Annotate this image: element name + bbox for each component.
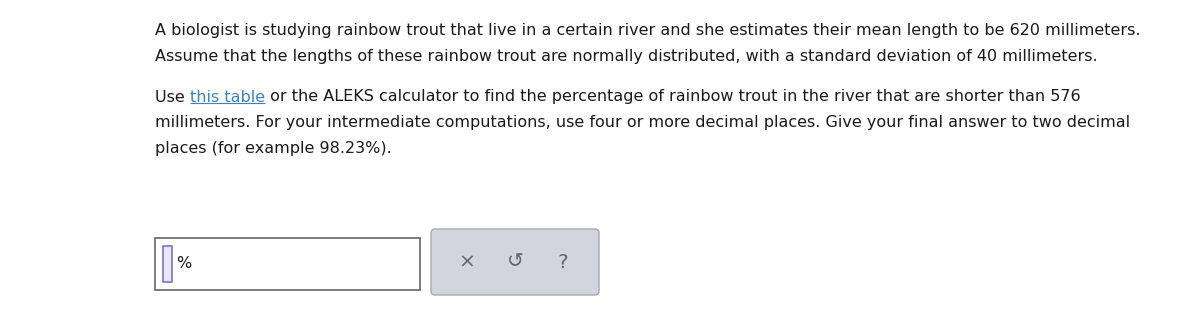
Text: this table: this table	[190, 89, 265, 105]
Text: ×: ×	[458, 252, 475, 271]
FancyBboxPatch shape	[431, 229, 599, 295]
Bar	[155, 238, 420, 290]
Text: %: %	[176, 257, 191, 271]
Text: millimeters. For your intermediate computations, use four or more decimal places: millimeters. For your intermediate compu…	[155, 116, 1130, 131]
Text: or the ALEKS calculator to find the percentage of rainbow trout in the river tha: or the ALEKS calculator to find the perc…	[265, 89, 1081, 105]
Text: places (for example 98.23%).: places (for example 98.23%).	[155, 142, 391, 156]
Text: Assume that the lengths of these rainbow trout are normally distributed, with a : Assume that the lengths of these rainbow…	[155, 50, 1098, 64]
Text: A biologist is studying rainbow trout that live in a certain river and she estim: A biologist is studying rainbow trout th…	[155, 23, 1140, 39]
Text: ?: ?	[558, 252, 569, 271]
Bar	[163, 246, 172, 282]
Text: Use: Use	[155, 89, 190, 105]
Text: ↺: ↺	[506, 252, 523, 271]
